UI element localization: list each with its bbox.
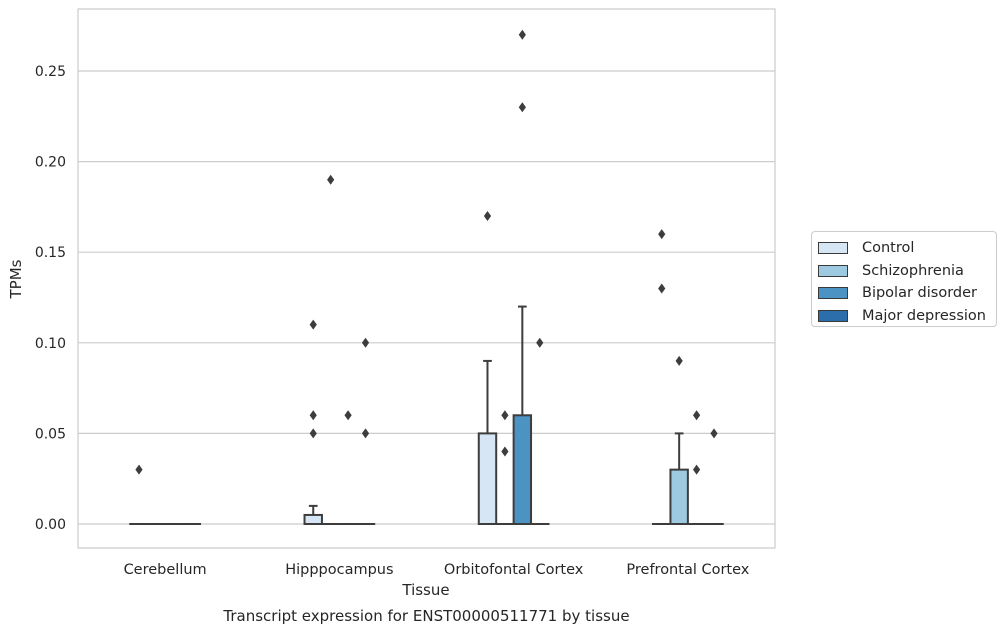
boxes <box>129 305 724 526</box>
y-tick-label: 0.10 <box>35 336 66 352</box>
box-2-2 <box>512 305 533 525</box>
y-tick-label: 0.15 <box>35 245 66 261</box>
legend-swatch <box>818 242 848 255</box>
x-tick-label: Hipppocampus <box>285 562 393 578</box>
box-body <box>477 432 498 525</box>
outlier-point <box>692 410 701 421</box>
outlier-point <box>344 410 352 421</box>
x-axis-label: Tissue <box>401 581 449 599</box>
outlier-point <box>658 229 666 240</box>
outlier-point <box>501 446 509 457</box>
legend-label: Schizophrenia <box>862 262 964 279</box>
legend-item: Major depression <box>818 305 996 328</box>
chart-caption: Transcript expression for ENST0000051177… <box>223 607 630 625</box>
outlier-point <box>501 410 509 421</box>
outlier-point <box>675 355 683 366</box>
x-tick-label: Orbitofontal Cortex <box>444 562 584 578</box>
outlier-point <box>536 337 544 348</box>
outlier-point <box>483 210 492 221</box>
y-tick-label: 0.20 <box>35 155 66 171</box>
legend-label: Major depression <box>862 307 986 324</box>
box-3-1 <box>669 432 689 526</box>
outlier-point <box>658 283 666 294</box>
outlier-point <box>309 428 317 439</box>
outlier-point <box>361 337 370 348</box>
y-tick-label: 0.25 <box>35 64 66 80</box>
box-body <box>669 468 689 526</box>
legend-item: Schizophrenia <box>818 260 996 283</box>
plot-frame <box>77 8 776 549</box>
box-1-0 <box>303 504 323 526</box>
y-tick-label: 0.00 <box>35 517 66 533</box>
legend-item: Control <box>818 237 996 260</box>
legend-swatch <box>818 264 848 277</box>
x-tick-label: Prefrontal Cortex <box>626 562 749 578</box>
outlier-point <box>309 319 317 330</box>
outlier-point <box>692 464 701 475</box>
box-body <box>512 414 533 525</box>
legend-item: Bipolar disorder <box>818 282 996 305</box>
outlier-point <box>518 29 526 40</box>
box-body <box>303 513 323 526</box>
outlier-point <box>361 428 370 439</box>
outlier-point <box>309 410 317 421</box>
legend-label: Control <box>862 240 915 257</box>
y-tick-label: 0.05 <box>35 426 66 442</box>
gridlines <box>78 70 775 525</box>
legend: Control Schizophrenia Bipolar disorder Majo… <box>811 231 997 327</box>
y-ticks: 0.00 0.05 0.10 0.15 0.20 0.25 <box>35 64 66 533</box>
legend-label: Bipolar disorder <box>862 285 977 302</box>
outliers <box>135 29 718 475</box>
box-2-0 <box>477 359 498 525</box>
outlier-point <box>710 428 718 439</box>
legend-swatch <box>818 309 848 322</box>
x-ticks: Cerebellum Hipppocampus Orbitofontal Corte… <box>124 562 750 578</box>
legend-swatch <box>818 287 848 300</box>
outlier-point <box>327 174 335 185</box>
outlier-point <box>135 464 143 475</box>
y-axis-label: TPMs <box>7 259 25 299</box>
outlier-point <box>518 102 526 113</box>
x-tick-label: Cerebellum <box>124 562 207 578</box>
